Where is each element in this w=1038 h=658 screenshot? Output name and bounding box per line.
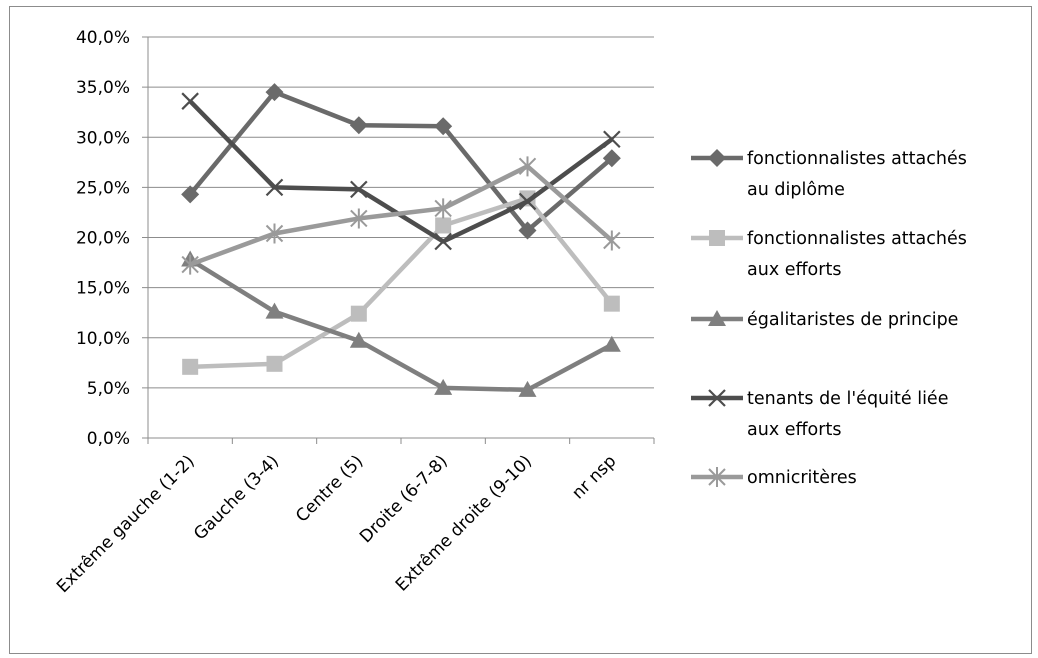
data-point-diamond	[518, 221, 537, 240]
data-point-diamond	[708, 149, 726, 167]
x-axis-tick-labels: Extrême gauche (1-2)Gauche (3-4) Centre (…	[53, 451, 620, 597]
y-tick-label: 40,0%	[76, 28, 130, 48]
data-point-diamond	[265, 83, 284, 102]
data-point-star	[434, 198, 452, 219]
legend-item-1: fonctionnalistes attachés aux efforts	[691, 229, 967, 280]
legend-item-3: tenants de l'équité liée aux efforts	[691, 389, 948, 440]
legend-label: tenants de l'équité liée	[747, 389, 948, 409]
data-point-star	[708, 467, 726, 487]
data-point-diamond	[602, 149, 621, 168]
data-point-star	[350, 208, 368, 229]
series-line	[190, 196, 614, 370]
data-point-x	[350, 180, 368, 199]
series-lines	[181, 83, 621, 397]
data-point-diamond	[434, 117, 453, 136]
y-tick-label: 30,0%	[76, 128, 130, 148]
legend-item-0: fonctionnalistes attachés au diplôme	[691, 149, 967, 200]
data-point-square	[350, 305, 367, 322]
data-point-triangle	[434, 378, 453, 395]
legend-label: au diplôme	[747, 180, 845, 200]
y-tick-label: 5,0%	[87, 379, 130, 399]
y-tick-label: 25,0%	[76, 178, 130, 198]
legend-item-4: omnicritères	[691, 467, 857, 488]
y-tick-label: 10,0%	[76, 329, 130, 349]
legend-label: aux efforts	[747, 260, 841, 280]
x-tick-label: Extrême droite (9-10)	[392, 451, 536, 595]
series-line	[189, 164, 614, 267]
data-point-triangle	[518, 380, 537, 397]
x-tick-label: Centre (5)	[292, 451, 367, 526]
data-point-x	[708, 389, 726, 407]
data-point-x	[265, 178, 284, 197]
data-point-star	[181, 254, 199, 275]
data-point-x	[434, 232, 452, 251]
series-line	[188, 257, 613, 393]
data-point-x	[518, 192, 537, 211]
legend-label: aux efforts	[747, 420, 841, 440]
series-line	[188, 89, 614, 233]
legend-label: fonctionnalistes attachés	[747, 149, 967, 169]
data-point-diamond	[349, 116, 368, 135]
data-point-square	[266, 355, 283, 372]
data-point-square	[435, 217, 452, 234]
data-point-triangle	[708, 310, 726, 326]
data-point-star	[603, 230, 621, 251]
x-tick-label: nr nsp	[568, 451, 620, 503]
data-point-diamond	[181, 185, 200, 204]
y-tick-label: 35,0%	[76, 78, 130, 98]
line-chart: 0,0% 5,0% 10,0% 15,0% 20,0% 25,0% 30,0% 35,0% 40…	[53, 28, 967, 597]
y-tick-label: 20,0%	[76, 229, 130, 249]
y-tick-label: 15,0%	[76, 279, 130, 299]
data-point-star	[518, 156, 537, 177]
chart-frame: 0,0% 5,0% 10,0% 15,0% 20,0% 25,0% 30,0% 35,0% 40…	[9, 6, 1032, 654]
data-point-star	[265, 223, 284, 244]
series-line	[188, 99, 614, 244]
legend-label: fonctionnalistes attachés	[747, 229, 967, 249]
series-3	[181, 92, 621, 251]
data-point-square	[603, 295, 620, 312]
legend-label: égalitaristes de principe	[747, 310, 958, 330]
data-point-square	[182, 358, 199, 375]
data-point-x	[603, 130, 621, 149]
x-tick-label: Extrême gauche (1-2)	[53, 451, 199, 597]
data-point-x	[181, 92, 199, 110]
data-point-triangle	[602, 335, 621, 352]
x-tick-label: Droite (6-7-8)	[356, 451, 452, 547]
series-4	[181, 156, 621, 275]
y-axis-tick-labels: 0,0% 5,0% 10,0% 15,0% 20,0% 25,0% 30,0% 35,0% 40…	[76, 28, 130, 449]
x-tick-label: Gauche (3-4)	[190, 451, 283, 544]
axes	[142, 36, 655, 444]
data-point-triangle	[265, 302, 284, 319]
y-tick-label: 0,0%	[87, 429, 130, 449]
legend-label: omnicritères	[747, 468, 857, 488]
data-point-square	[709, 230, 725, 246]
legend-item-2: égalitaristes de principe	[691, 310, 958, 330]
data-point-triangle	[349, 331, 368, 348]
